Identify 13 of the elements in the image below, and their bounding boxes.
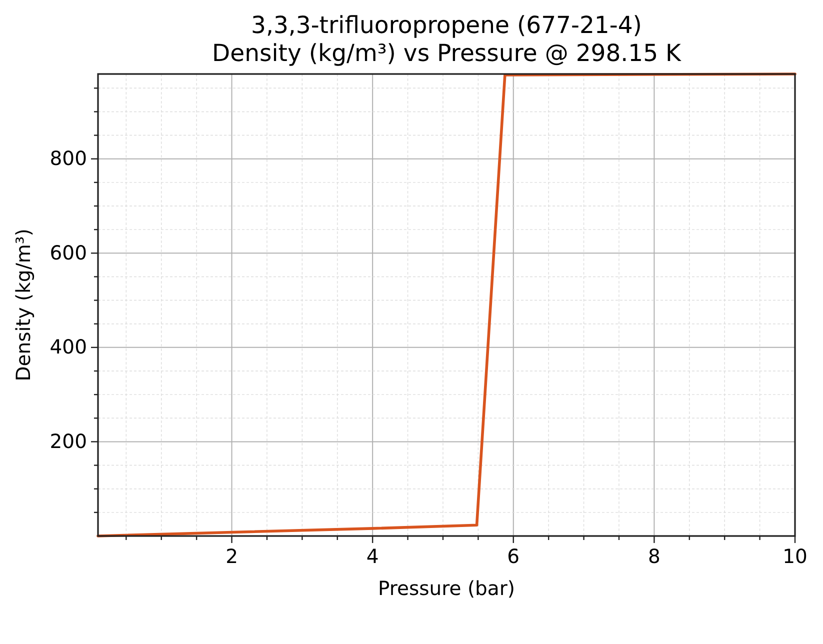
x-tick-label: 10 [782,544,808,568]
y-tick-label: 600 [50,241,87,264]
y-tick-label: 200 [50,430,87,453]
y-tick-label: 800 [50,147,87,170]
chart-title: 3,3,3-trifluoropropene (677-21-4) [251,11,642,39]
x-tick-label: 2 [226,544,238,568]
y-axis-title: Density (kg/m³) [12,228,35,382]
y-tick-label: 400 [50,336,87,359]
chart-subtitle: Density (kg/m³) vs Pressure @ 298.15 K [212,39,682,67]
x-tick-label: 8 [648,544,660,568]
x-tick-label: 6 [507,544,520,568]
x-tick-label: 4 [366,544,379,568]
x-axis-title: Pressure (bar) [378,577,516,600]
